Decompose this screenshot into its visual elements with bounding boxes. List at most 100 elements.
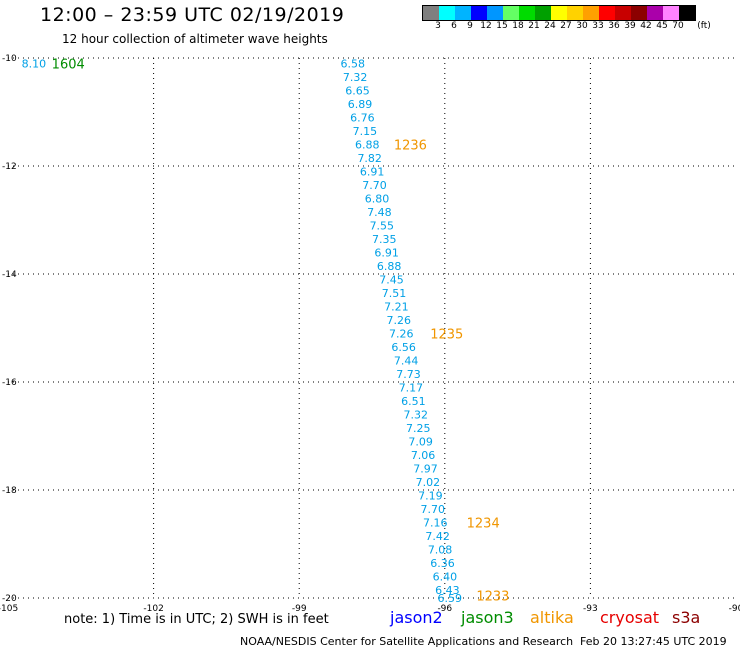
y-tick-label: -20 <box>2 594 17 604</box>
wave-height-label: 6.80 <box>365 192 390 205</box>
pass-time-label: 1236 <box>394 138 427 153</box>
color-legend <box>422 5 696 21</box>
pass-time-label: 1604 <box>52 57 85 72</box>
wave-height-label: 6.56 <box>391 341 416 354</box>
legend-swatch <box>647 6 663 20</box>
timestamp-text: Feb 20 13:27:45 UTC 2019 <box>580 635 727 648</box>
wave-height-label: 7.26 <box>387 314 412 327</box>
wave-height-label: 6.59 <box>438 592 463 605</box>
wave-height-label: 7.45 <box>379 273 404 286</box>
wave-height-label: 6.51 <box>401 395 426 408</box>
x-tick-label: -96 <box>437 604 452 614</box>
wave-height-label: 6.58 <box>340 57 365 70</box>
wave-height-label: 7.73 <box>396 368 421 381</box>
wave-height-label: 6.88 <box>355 138 380 151</box>
wave-height-label: 7.48 <box>367 206 392 219</box>
pass-time-label: 1235 <box>430 327 463 342</box>
legend-swatch <box>503 6 519 20</box>
wave-height-label: 7.15 <box>353 125 378 138</box>
legend-s3a: s3a <box>672 608 701 627</box>
legend-swatch <box>567 6 583 20</box>
x-tick-label: -102 <box>143 604 163 614</box>
wave-height-label: 7.44 <box>394 354 419 367</box>
legend-altika: altika <box>530 608 574 627</box>
chart-title: 12:00 – 23:59 UTC 02/19/2019 <box>40 4 345 26</box>
wave-height-label: 7.08 <box>428 543 453 556</box>
legend-jason2: jason2 <box>390 608 443 627</box>
wave-height-label: 7.02 <box>416 476 441 489</box>
legend-swatch <box>439 6 455 20</box>
x-tick-label: -90 <box>729 604 740 614</box>
wave-height-label: 7.70 <box>421 503 446 516</box>
x-tick-label: -105 <box>0 604 18 614</box>
wave-height-label: 7.06 <box>411 449 436 462</box>
footer-note: note: 1) Time is in UTC; 2) SWH is in fe… <box>64 612 329 627</box>
pass-time-label: 1234 <box>467 516 500 531</box>
wave-height-label: 7.51 <box>382 287 407 300</box>
legend-unit: (ft) <box>697 21 711 31</box>
legend-label: 27 <box>560 21 572 31</box>
legend-label: 15 <box>496 21 508 31</box>
wave-height-label: 7.19 <box>418 489 443 502</box>
legend-label: 36 <box>608 21 620 31</box>
legend-label: 9 <box>467 21 473 31</box>
legend-swatch <box>487 6 503 20</box>
y-tick-label: -12 <box>2 162 17 172</box>
legend-label: 3 <box>435 21 441 31</box>
wave-height-label: 7.32 <box>404 408 429 421</box>
wave-height-label: 7.09 <box>408 435 433 448</box>
wave-height-label: 6.40 <box>433 570 458 583</box>
legend-label: 45 <box>656 21 668 31</box>
legend-swatch <box>679 6 695 20</box>
wave-height-label: 6.65 <box>345 84 370 97</box>
chart-subtitle: 12 hour collection of altimeter wave hei… <box>62 32 328 46</box>
legend-label: 42 <box>640 21 652 31</box>
wave-height-label: 7.35 <box>372 233 397 246</box>
legend-label: 33 <box>592 21 604 31</box>
legend-label: 24 <box>544 21 556 31</box>
wave-height-label: 8.10 <box>22 57 47 70</box>
y-tick-label: -18 <box>2 486 17 496</box>
legend-swatch <box>551 6 567 20</box>
legend-cryosat: cryosat <box>600 608 660 627</box>
legend-label: 30 <box>576 21 588 31</box>
x-tick-label: -99 <box>292 604 307 614</box>
pass-time-label: 1233 <box>476 589 509 604</box>
wave-height-label: 6.89 <box>348 98 373 111</box>
legend-swatch <box>631 6 647 20</box>
legend-swatch <box>599 6 615 20</box>
wave-height-label: 6.91 <box>374 246 399 259</box>
legend-label: 70 <box>672 21 684 31</box>
wave-height-label: 7.55 <box>370 219 395 232</box>
legend-label: 18 <box>512 21 524 31</box>
wave-height-label: 6.36 <box>430 557 455 570</box>
legend-swatch <box>471 6 487 20</box>
wave-height-label: 7.97 <box>413 462 438 475</box>
wave-height-label: 7.42 <box>425 530 450 543</box>
legend-swatch <box>519 6 535 20</box>
legend-jason3: jason3 <box>461 608 514 627</box>
x-tick-label: -93 <box>583 604 598 614</box>
y-tick-label: -10 <box>2 54 17 64</box>
wave-height-label: 6.43 <box>435 584 460 597</box>
legend-swatch <box>535 6 551 20</box>
legend-label: 39 <box>624 21 636 31</box>
wave-height-label: 7.82 <box>357 152 382 165</box>
wave-height-label: 7.26 <box>389 327 414 340</box>
credit-text: NOAA/NESDIS Center for Satellite Applica… <box>240 635 574 648</box>
wave-height-label: 6.76 <box>350 111 375 124</box>
wave-height-label: 7.70 <box>362 179 387 192</box>
legend-label: 21 <box>528 21 540 31</box>
legend-label: 6 <box>451 21 457 31</box>
y-tick-label: -14 <box>2 270 17 280</box>
wave-height-label: 7.17 <box>399 381 424 394</box>
legend-swatch <box>455 6 471 20</box>
legend-label: 12 <box>480 21 492 31</box>
wave-height-label: 7.21 <box>384 300 409 313</box>
legend-swatch <box>583 6 599 20</box>
wave-height-label: 7.32 <box>343 71 368 84</box>
y-tick-label: -16 <box>2 378 17 388</box>
color-legend-labels: 3 6 9 12 15 18 21 24 27 30 33 36 39 42 45 70 (ft) <box>422 21 740 35</box>
wave-height-label: 7.16 <box>423 516 448 529</box>
